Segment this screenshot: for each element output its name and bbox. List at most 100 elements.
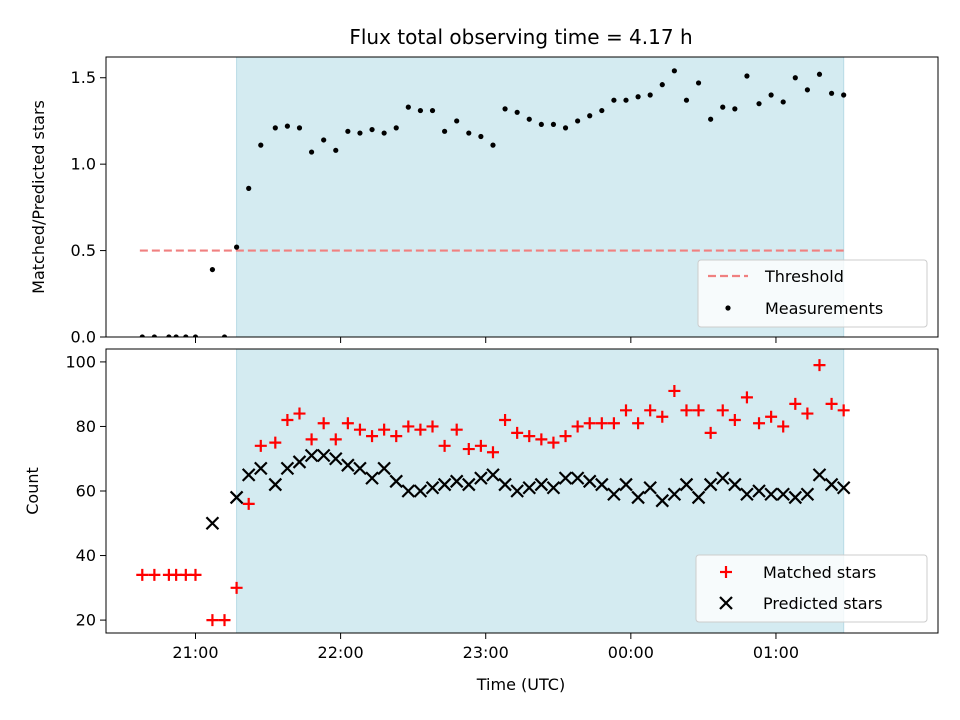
matched-stars-point xyxy=(656,410,669,423)
bot-x-tick-label: 01:00 xyxy=(753,643,799,662)
matched-stars-point xyxy=(595,417,608,430)
matched-stars-point xyxy=(535,433,548,446)
matched-stars-point xyxy=(559,430,572,443)
measurements-point xyxy=(695,80,702,86)
measurements-point xyxy=(393,125,399,131)
matched-stars-point xyxy=(426,420,439,433)
measurements-point xyxy=(768,92,774,98)
matched-stars-point xyxy=(230,581,243,594)
matched-stars-point xyxy=(668,384,681,397)
measurements-point xyxy=(708,116,714,122)
bottom-x-axis: 21:00 22:00 23:00 00:00 01:00 xyxy=(172,633,799,662)
predicted-stars-point xyxy=(715,471,730,485)
matched-stars-point xyxy=(390,430,403,443)
matched-stars-point xyxy=(206,614,219,627)
measurements-point xyxy=(562,125,569,131)
matched-stars-point xyxy=(813,359,826,372)
measurements-point xyxy=(284,123,290,129)
predicted-stars-point xyxy=(353,461,367,476)
measurements-point xyxy=(357,130,363,136)
measurements-point xyxy=(466,130,472,136)
measurements-point xyxy=(234,244,240,250)
measurements-point xyxy=(166,334,172,337)
legend-threshold-label: Threshold xyxy=(764,267,844,286)
measurements-point xyxy=(744,73,750,79)
legend-measurements-swatch xyxy=(725,305,731,311)
measurements-point xyxy=(780,99,786,105)
matched-stars-point xyxy=(474,439,487,452)
bot-y-tick-label: 100 xyxy=(65,352,96,371)
predicted-stars-point xyxy=(764,487,778,502)
matched-stars-point xyxy=(523,430,536,443)
measurements-point xyxy=(611,97,617,103)
measurements-point xyxy=(151,334,157,337)
predicted-stars-point xyxy=(241,468,256,482)
matched-stars-point xyxy=(366,430,379,443)
predicted-stars-point xyxy=(824,477,839,492)
matched-stars-point xyxy=(499,414,512,426)
matched-stars-point xyxy=(450,423,463,436)
measurements-point xyxy=(345,128,351,134)
measurements-point xyxy=(514,109,520,115)
predicted-stars-point xyxy=(401,484,416,498)
predicted-stars-point xyxy=(836,480,851,495)
matched-stars-point xyxy=(329,433,342,446)
measurements-point xyxy=(333,147,339,153)
matched-stars-point xyxy=(680,404,693,417)
predicted-stars-point xyxy=(341,458,355,472)
matched-stars-point xyxy=(341,417,354,430)
matched-stars-point xyxy=(837,404,850,417)
bottom-panel: 20 40 60 80 100 21:00 22:00 23:00 00:00 01:00 Co… xyxy=(23,348,939,694)
matched-stars-point xyxy=(353,423,366,436)
top-y-tick-label: 1.0 xyxy=(71,155,96,174)
legend-measurements-label: Measurements xyxy=(765,299,883,318)
measurements-point xyxy=(659,82,665,88)
measurements-point xyxy=(221,334,228,337)
matched-stars-point xyxy=(825,397,838,410)
measurements-point xyxy=(828,90,835,96)
top-plot-frame xyxy=(105,56,939,338)
predicted-stars-point xyxy=(728,477,742,492)
matched-stars-point xyxy=(716,404,729,417)
predicted-stars-point xyxy=(667,487,682,502)
matched-stars-point xyxy=(644,404,657,417)
predicted-stars-point xyxy=(462,477,476,492)
matched-stars-point xyxy=(704,426,717,439)
predicted-stars-point xyxy=(328,451,343,466)
matched-stars-point xyxy=(293,407,306,420)
matched-stars-point xyxy=(148,568,161,581)
matched-stars-point xyxy=(692,404,705,417)
matched-stars-point xyxy=(486,446,499,459)
predicted-stars-point xyxy=(703,477,718,492)
legend-predicted-label: Predicted stars xyxy=(763,594,883,613)
predicted-stars-point xyxy=(389,474,404,489)
matched-stars-point xyxy=(583,417,596,430)
predicted-stars-point xyxy=(679,477,694,492)
measurements-point xyxy=(792,75,798,81)
predicted-stars-point xyxy=(498,477,512,492)
matched-stars-point xyxy=(414,423,427,436)
bottom-legend: Matched stars Predicted stars xyxy=(695,554,928,623)
chart-title: Flux total observing time = 4.17 h xyxy=(349,25,692,49)
predicted-stars-point xyxy=(582,474,597,489)
measurements-point xyxy=(720,104,726,110)
predicted-stars-point xyxy=(229,490,244,505)
top-legend: Threshold Measurements xyxy=(697,259,928,328)
matched-stars-point xyxy=(242,497,255,510)
matched-stars-point xyxy=(789,397,802,410)
predicted-stars-point xyxy=(691,490,706,505)
measurements-point xyxy=(321,137,327,143)
bot-y-tick-label: 20 xyxy=(76,611,96,630)
predicted-stars-point xyxy=(522,480,537,495)
measurements-point xyxy=(173,334,179,337)
predicted-stars-point xyxy=(619,477,633,492)
top-y-axis: 0.0 0.5 1.0 1.5 xyxy=(71,68,106,347)
measurements-point xyxy=(587,113,593,119)
predicted-stars-point xyxy=(788,490,803,505)
predicted-stars-point xyxy=(558,471,573,485)
predicted-stars-point xyxy=(534,477,549,492)
predicted-stars-point xyxy=(510,484,524,498)
matched-stars-point xyxy=(620,404,632,417)
measurements-point xyxy=(417,107,424,114)
